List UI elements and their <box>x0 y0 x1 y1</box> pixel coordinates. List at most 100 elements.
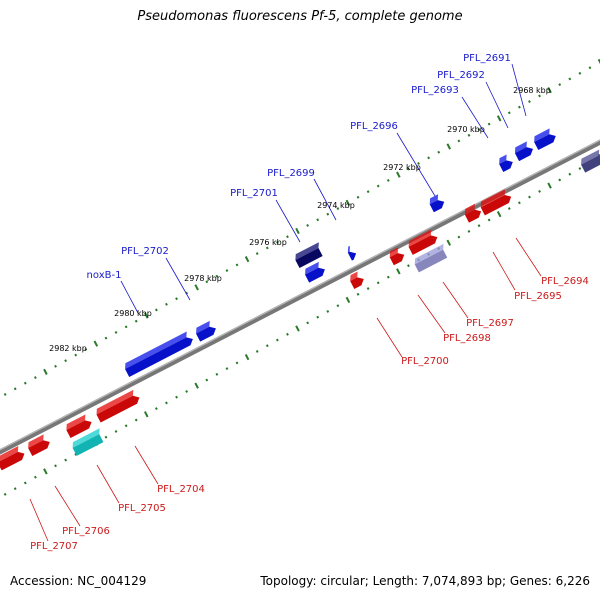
leader-line <box>29 498 49 542</box>
upper-tick-dot <box>275 240 279 244</box>
upper-tick-dot <box>23 381 27 385</box>
genome-backbone <box>0 139 600 455</box>
lower-tick-dot <box>215 372 219 376</box>
reverse-gene-label: PFL_2700 <box>401 356 449 367</box>
upper-tick-dot <box>306 224 310 227</box>
leader-line <box>376 317 403 358</box>
lower-tick-dot <box>528 195 531 199</box>
upper-tick-dot <box>13 387 17 391</box>
upper-tick-dot <box>376 184 380 188</box>
gene-pfl-2691 <box>534 128 556 151</box>
labels: 2968 kbp 2970 kbp 2972 kbp 2974 kbp 2976 kbp… <box>30 53 589 552</box>
lower-tick-dot <box>517 201 521 205</box>
forward-gene-label: PFL_2693 <box>411 85 459 96</box>
lower-tick-dot <box>154 407 158 411</box>
upper-tick-dot <box>597 58 600 66</box>
forward-gene-label: PFL_2692 <box>437 70 485 81</box>
lower-tick-dot <box>244 353 250 361</box>
lower-tick-dot <box>54 464 57 468</box>
lower-tick-dot <box>185 390 189 393</box>
forward-gene-label: noxB-1 <box>87 270 122 281</box>
gene-pfl-2697a <box>408 229 438 255</box>
upper-tick-dot <box>396 171 401 178</box>
lower-tick-dot <box>306 321 310 325</box>
ruler-label: 2982 kbp <box>49 344 87 353</box>
lower-tick-dot <box>457 235 461 239</box>
gene-pfl-2698 <box>414 243 448 273</box>
upper-tick-dot <box>165 302 168 306</box>
upper-tick-dot <box>446 143 452 150</box>
lower-tick-dot <box>13 487 17 491</box>
upper-tick-dot <box>43 368 48 375</box>
lower-tick-dot <box>23 481 27 485</box>
upper-tick-dot <box>547 87 552 94</box>
upper-tick-dot <box>538 94 541 98</box>
lower-tick-dot <box>547 182 552 189</box>
leader-line <box>396 132 436 197</box>
reverse-gene-label: PFL_2707 <box>30 541 78 552</box>
reverse-gene-label: PFL_2698 <box>443 333 491 344</box>
upper-tick-dot <box>93 340 99 347</box>
upper-tick-dot <box>205 280 209 284</box>
lower-tick-dot <box>143 411 149 418</box>
lower-tick-dot <box>205 378 209 382</box>
upper-tick-dot <box>386 178 390 182</box>
lower-tick-dot <box>64 458 68 462</box>
leader-line <box>313 178 337 221</box>
upper-tick-dot <box>457 139 461 143</box>
upper-tick-dot <box>517 105 521 109</box>
upper-tick-dot <box>356 195 360 199</box>
upper-tick-dot <box>104 336 108 340</box>
gene-pfl-2705a <box>66 414 92 438</box>
forward-gene-label: PFL_2699 <box>267 168 315 179</box>
upper-tick-dot <box>194 284 199 291</box>
lower-tick-dot <box>326 310 330 313</box>
lower-tick-dot <box>175 395 178 399</box>
lower-tick-dot <box>3 492 7 496</box>
lower-tick-dot <box>235 361 239 365</box>
upper-tick-dot <box>124 325 128 329</box>
gene-pfl-2699b <box>347 245 357 261</box>
upper-tick-dot <box>437 150 441 154</box>
leader-line <box>165 257 191 301</box>
gene-pfl-2704 <box>96 389 140 423</box>
upper-tick-dot <box>235 263 239 267</box>
gene-pfl-2694 <box>480 189 512 216</box>
upper-tick-dot <box>84 347 88 351</box>
ruler-label: 2968 kbp <box>513 86 551 95</box>
upper-tick-dot <box>265 246 269 250</box>
upper-tick-dot <box>588 66 592 70</box>
genome-stats-text: Topology: circular; Length: 7,074,893 bp… <box>260 574 590 588</box>
upper-tick-dot <box>427 156 431 160</box>
upper-tick-dot <box>345 199 351 206</box>
lower-tick-dot <box>356 292 360 296</box>
upper-tick-dot <box>54 364 57 368</box>
leader-line <box>461 96 489 139</box>
lower-tick-dot <box>538 189 541 193</box>
ruler-label: 2974 kbp <box>317 201 355 210</box>
upper-tick-dot <box>558 83 562 87</box>
upper-tick-dot <box>578 71 582 75</box>
upper-tick-dot <box>326 212 330 216</box>
gene-pfl-2696 <box>429 194 445 213</box>
gene-pfl-2693 <box>499 154 513 172</box>
forward-gene-label: PFL_2696 <box>350 121 398 132</box>
upper-tick-dot <box>74 353 78 357</box>
gene-pfl-2692 <box>514 141 533 162</box>
upper-tick-dot <box>33 376 37 379</box>
upper-tick-dot <box>487 122 491 126</box>
reverse-gene-label: PFL_2694 <box>541 276 589 287</box>
leader-line <box>515 237 542 277</box>
label-leader-lines <box>29 63 542 542</box>
genes <box>0 128 600 471</box>
lower-tick-dot <box>477 224 481 228</box>
gene-partial-right <box>581 149 600 173</box>
upper-tick-dot <box>467 133 471 137</box>
gene-pfl-2695 <box>464 203 482 223</box>
ruler-label: 2980 kbp <box>114 309 152 318</box>
gene-pfl-2701 <box>295 242 323 268</box>
reverse-gene-label: PFL_2704 <box>157 484 205 495</box>
lower-tick-dot <box>597 153 600 161</box>
